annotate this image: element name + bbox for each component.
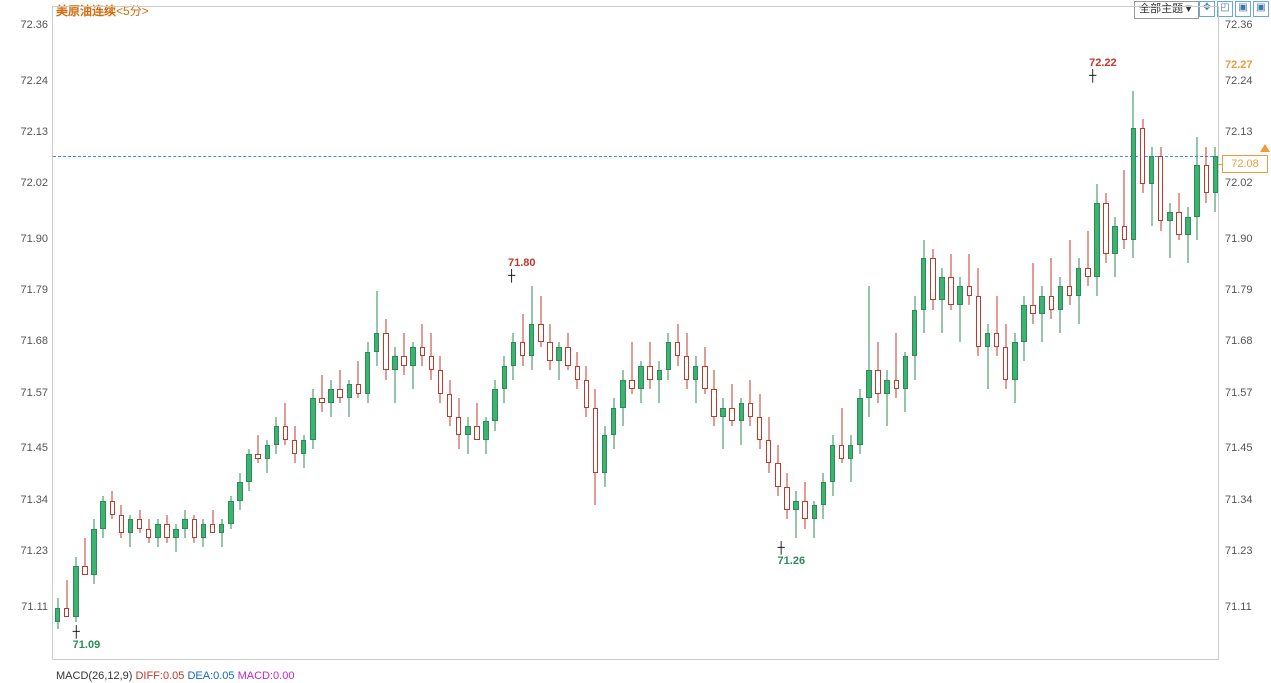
y-axis-left: 72.3672.2472.1372.0271.9071.7971.6871.57… [0, 0, 52, 660]
macd-indicator-label: MACD(26,12,9) DIFF:0.05 DEA:0.05 MACD:0.… [56, 670, 294, 682]
price-annotation: ┼71.09 [73, 625, 101, 651]
price-chart[interactable]: 72.08┼71.0971.80┼┼71.2672.22┼ [52, 6, 1219, 660]
price-annotation: 72.22┼ [1089, 57, 1117, 83]
price-annotation: 71.80┼ [508, 257, 536, 283]
price-annotation: ┼71.26 [778, 541, 806, 567]
y-axis-right: 72.3672.2472.1372.0271.9071.7971.6871.57… [1219, 0, 1271, 660]
